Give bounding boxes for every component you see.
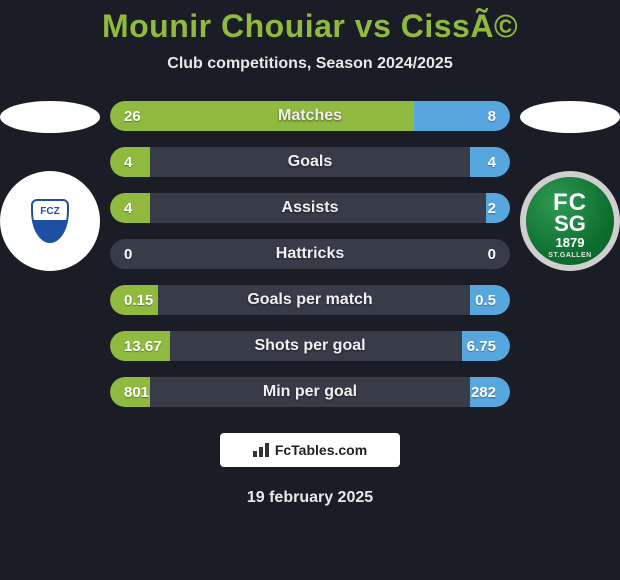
stat-row: 4 2 Assists bbox=[110, 193, 510, 223]
stat-label: Matches bbox=[278, 107, 342, 125]
branding-badge[interactable]: FcTables.com bbox=[220, 433, 400, 467]
branding-chart-icon bbox=[253, 443, 271, 457]
left-value: 4 bbox=[124, 200, 132, 217]
right-value: 8 bbox=[488, 108, 496, 125]
left-value: 801 bbox=[124, 384, 149, 401]
right-value: 282 bbox=[471, 384, 496, 401]
left-value: 13.67 bbox=[124, 338, 162, 355]
stat-label: Min per goal bbox=[263, 383, 357, 401]
comparison-wrap: FCZ 26 8 Matches 4 4 Goals 4 2 Assists 0 0 Hattrick… bbox=[0, 101, 620, 407]
left-value: 0.15 bbox=[124, 292, 153, 309]
stat-row: 13.67 6.75 Shots per goal bbox=[110, 331, 510, 361]
stat-row: 4 4 Goals bbox=[110, 147, 510, 177]
left-value: 26 bbox=[124, 108, 141, 125]
stats-column: 26 8 Matches 4 4 Goals 4 2 Assists 0 0 Hattricks 0.1… bbox=[110, 101, 510, 407]
fcz-badge: FCZ bbox=[0, 171, 100, 271]
date-label: 19 february 2025 bbox=[0, 489, 620, 507]
stat-label: Assists bbox=[282, 199, 339, 217]
right-value: 6.75 bbox=[467, 338, 496, 355]
right-value: 4 bbox=[488, 154, 496, 171]
stat-row: 26 8 Matches bbox=[110, 101, 510, 131]
stat-label: Shots per goal bbox=[254, 337, 365, 355]
right-player-col: FC SG 1879 ST.GALLEN bbox=[520, 101, 620, 271]
right-value: 0 bbox=[488, 246, 496, 263]
stat-row: 0.15 0.5 Goals per match bbox=[110, 285, 510, 315]
left-player-col: FCZ bbox=[0, 101, 100, 271]
right-value: 0.5 bbox=[475, 292, 496, 309]
fcz-badge-text: FCZ bbox=[40, 207, 59, 217]
page-title: Mounir Chouiar vs CissÃ© bbox=[0, 8, 620, 45]
right-club-badge: FC SG 1879 ST.GALLEN bbox=[520, 171, 620, 271]
left-bar bbox=[110, 101, 414, 131]
right-value: 2 bbox=[488, 200, 496, 217]
fcsg-footer: ST.GALLEN bbox=[548, 252, 591, 259]
right-player-avatar bbox=[520, 101, 620, 133]
left-player-avatar bbox=[0, 101, 100, 133]
subtitle: Club competitions, Season 2024/2025 bbox=[0, 55, 620, 73]
stat-row: 0 0 Hattricks bbox=[110, 239, 510, 269]
stat-row: 801 282 Min per goal bbox=[110, 377, 510, 407]
left-club-badge: FCZ bbox=[0, 171, 100, 271]
stat-label: Goals per match bbox=[247, 291, 372, 309]
fcsg-year: 1879 bbox=[556, 235, 585, 250]
left-value: 4 bbox=[124, 154, 132, 171]
left-value: 0 bbox=[124, 246, 132, 263]
stat-label: Hattricks bbox=[276, 245, 344, 263]
fcsg-mid-text: SG bbox=[554, 211, 586, 237]
fcsg-badge: FC SG 1879 ST.GALLEN bbox=[520, 171, 620, 271]
stat-label: Goals bbox=[288, 153, 332, 171]
branding-text: FcTables.com bbox=[275, 442, 367, 458]
